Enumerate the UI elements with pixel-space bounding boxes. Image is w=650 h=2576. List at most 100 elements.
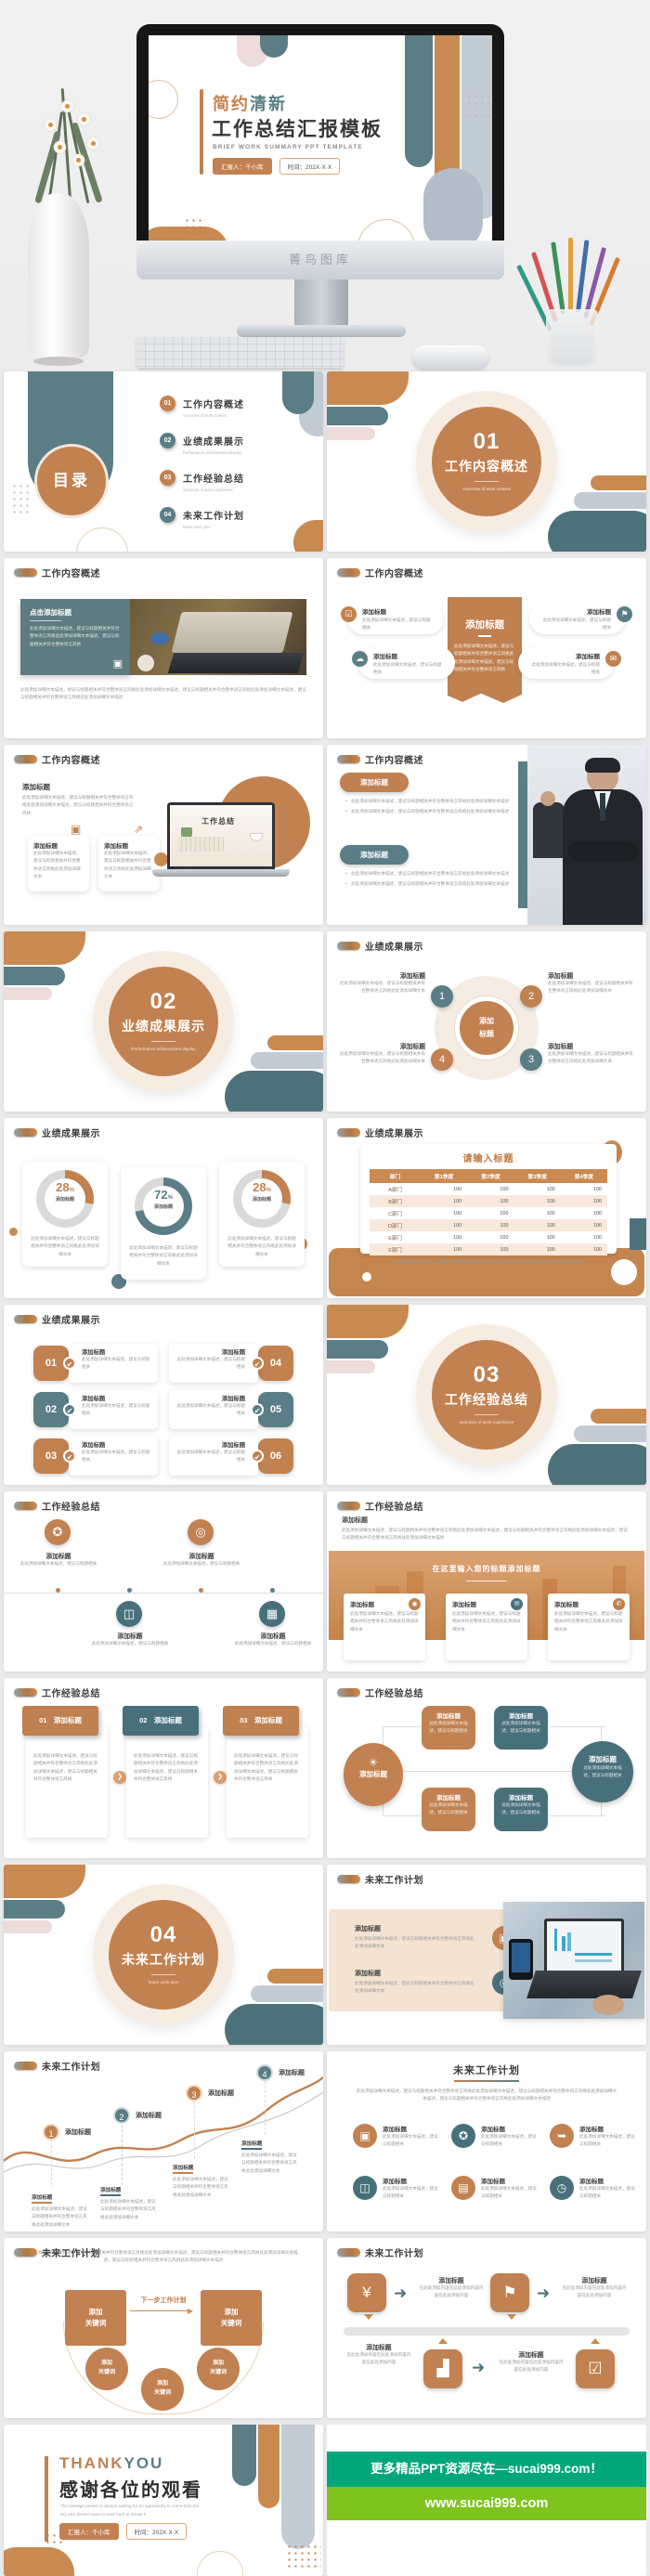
toc-title-circle: 目录 — [34, 444, 109, 518]
monitor-base — [237, 325, 406, 337]
card-title: 添加标题 — [104, 843, 128, 850]
num-05: 05 — [258, 1392, 293, 1427]
toc-label: 业绩成果展示 — [183, 437, 244, 448]
pill-text: 此处添加详细文本描述，建议与标题相关 — [373, 662, 442, 675]
hub-num-2: 2 — [520, 985, 542, 1008]
pill-title: 添加标题 — [587, 609, 611, 616]
step-text-2: 添加标题 在此处添加内容在此处添加内容内容在此处添加内容 — [562, 2278, 627, 2298]
bullet-line: • 此处添加详细文本描述，建议与标题相关并符合整体语言风格此处添加详细文本描述 — [345, 809, 510, 814]
slide-skyline: 工作经验总结 添加标题 此处添加详细文本描述，建议与标题相关并符合整体语言风格此… — [327, 1491, 646, 1672]
pill-card-4: ✉ 添加标题 此处添加详细文本描述，建议与标题相关 — [518, 647, 621, 679]
tl-node-3: 添加标题 此处添加详细文本描述，建议与标题相关 — [162, 1554, 240, 1566]
sky-card-2: ✉ 添加标题 此处添加详细文本描述，建议与标题相关并符合整体语言风格此处添加详细… — [446, 1594, 527, 1660]
monitor-bezel: 简约清新 工作总结汇报模板 BRIEF WORK SUMMARY PPT TEM… — [136, 24, 504, 241]
card-title: 添加标题 — [33, 843, 58, 850]
table-card: 请输入标题 部门 第1季度 第2季度 第3季度 第4季度 A部门 100 100 100 100… — [360, 1144, 617, 1264]
check-icon: ✔ — [251, 1450, 264, 1463]
thankyou-sub: The average person is always waiting for… — [60, 2504, 200, 2517]
cover-circle: 01 工作内容概述 Overview of work content — [432, 407, 541, 516]
slide-keywords: 未来工作计划 此处添加详细文本描述，建议与标题相关并符合整体语言风格此处添加详细… — [4, 2238, 323, 2418]
slide-cover-03: 03 工作经验总结 summary of work experience — [327, 1305, 646, 1485]
title-accent-line — [200, 89, 203, 175]
slide-plan-photo: 未来工作计划 添加标题 此处添加详细文本描述，建议与标题相关并符合整体语言风格此… — [327, 1865, 646, 2045]
toc-sub: Performance achievement display — [183, 450, 242, 455]
keyword-box-2: 添加 关键词 — [201, 2290, 262, 2346]
promo-link[interactable]: www.sucai999.com — [327, 2487, 646, 2520]
header-pill-icon — [14, 1688, 37, 1697]
slide-header: 未来工作计划 — [365, 1876, 423, 1886]
deco-teal-strip — [630, 1218, 646, 1250]
chart-icon: ⇗ — [134, 823, 144, 836]
donut-text: 此处添加详细文本描述，建议与标题相关并符合整体语言风格此处添加详细文本 — [228, 1236, 296, 1256]
banner-title: 在这里输入您的标题添加标题 — [432, 1565, 541, 1573]
deco-orange-capsule — [435, 35, 460, 186]
donut-72: 72% 添加标题 — [135, 1177, 192, 1235]
photo-accent-bar — [518, 761, 529, 908]
header-pill-icon — [337, 1875, 360, 1883]
step-head-1: 01 添加标题 — [22, 1706, 98, 1736]
intro-block: 添加标题 此处添加详细文本描述，建议与标题相关并符合整体语言风格此处添加详细文本… — [342, 1517, 628, 1541]
watermark: 菁鸟图库 — [288, 253, 352, 267]
num-01: 01 — [33, 1346, 69, 1381]
table-row: D部门 100 100 100 100 — [370, 1219, 607, 1231]
slide-donuts: 业绩成果展示 28% 添加标题 此处添加详细文本描述，建议与标题相关并符合整体语言… — [4, 1118, 323, 1298]
wave-block-1: 添加标题 此处添加详细文本描述，建议与标题相关并符合整体语言风格此处添加详细文本 — [32, 2195, 87, 2227]
hero-mockup: 简约清新 工作总结汇报模板 BRIEF WORK SUMMARY PPT TEM… — [0, 0, 650, 371]
intro-paragraph: 此处添加详细文本描述，建议与标题相关并符合整体语言风格此处添加详细文本描述，建议… — [356, 2088, 618, 2101]
group-pill: 添加标题 — [340, 773, 409, 792]
donut-card-1: 28% 添加标题 此处添加详细文本描述，建议与标题相关并符合整体语言风格此处添加详… — [22, 1161, 108, 1267]
arrow-circle: ❯ — [113, 1771, 126, 1784]
step-text-1: 添加标题 在此处添加内容在此处添加内容内容在此处添加内容 — [419, 2278, 484, 2298]
deco-teal-halfcircle — [260, 35, 288, 58]
pill-card-2: ⚑ 添加标题 此处添加详细文本描述，建议与标题相关 — [529, 603, 632, 634]
pill-title: 添加标题 — [373, 654, 397, 660]
hub-text-br: 添加标题 此处添加详细文本描述，建议与标题相关并符合整体语言风格此处添加详细文本 — [548, 1044, 633, 1064]
pill-card-3: ☁ 添加标题 此处添加详细文本描述，建议与标题相关 — [352, 647, 455, 679]
pill-title: 添加标题 — [362, 609, 386, 616]
deco-circle-outline — [149, 80, 178, 119]
sky-card-1: ◉ 添加标题 此处添加详细文本描述，建议与标题相关并符合整体语言风格此处添加详细… — [344, 1594, 425, 1660]
step-text-4: 添加标题 在此处添加内容在此处添加内容内容在此处添加内容 — [499, 2352, 564, 2373]
teal-panel: 点击添加标题 此处添加详细文本描述，建议与标题相关并符合整体语言风格此处添加详细… — [20, 599, 130, 675]
slide-header: 工作内容概述 — [365, 756, 423, 766]
header-pill-icon — [337, 1502, 360, 1510]
slide-header: 工作经验总结 — [365, 1503, 423, 1513]
toc-sub: future work plan — [183, 525, 211, 529]
intro-text: 此处添加详细文本描述，建议与标题相关并符合整体语言风格此处添加详细文本描述，建议… — [22, 795, 134, 815]
deco-dot — [154, 852, 168, 866]
reporter-badge: 汇报人：千小库 — [213, 158, 272, 175]
cover-number: 03 — [473, 1362, 500, 1387]
promo-banner-cell: 更多精品PPT资源尽在—sucai999.com！ www.sucai999.c… — [327, 2425, 646, 2576]
clipboard-icon: ▣ — [71, 823, 82, 836]
keyword-box-1: 添加 关键词 — [65, 2290, 126, 2346]
body-paragraph: 此处添加详细文本描述，建议与标题相关并符合整体语言风格此处添加详细文本描述，建议… — [20, 687, 306, 700]
center-ribbon: 添加标题 此处添加详细文本描述，建议与标题相关并符合整体语言风格此处添加详细文本… — [448, 597, 522, 703]
slide-header: 业绩成果展示 — [365, 943, 423, 953]
keyword-circle-3: 添加 关键词 — [197, 2348, 240, 2390]
header-pill-icon — [14, 2062, 37, 2070]
cover-number: 04 — [150, 1922, 177, 1947]
check-icon: ✔ — [251, 1403, 264, 1416]
card-text: 此处添加详细文本描述，建议与标题相关并符合整体语言风格此处添加详细文本 — [104, 851, 151, 878]
bullet-line: • 此处添加详细文本描述，建议与标题相关并符合整体语言风格此处添加详细文本描述 — [345, 881, 510, 887]
slide-header: 业绩成果展示 — [42, 1316, 100, 1326]
deco — [282, 371, 314, 414]
laptop-screen-text: 工作总结 — [202, 817, 235, 826]
step-arrow: ➜ — [472, 2359, 486, 2376]
deco-grayblue-capsule — [423, 168, 483, 241]
pill-text: 此处添加详细文本描述，建议与标题相关 — [531, 662, 600, 675]
keyword-circle-1: 添加 关键词 — [85, 2348, 128, 2390]
deco — [293, 520, 323, 552]
panel-title: 点击添加标题 — [30, 608, 72, 617]
header-pill-icon — [337, 1688, 360, 1697]
slide-ribbon-four: 工作内容概述 添加标题 此处添加详细文本描述，建议与标题相关并符合整体语言风格此… — [327, 558, 646, 738]
flow-box-2: 添加标题 此处添加详细文本描述，建议与标题相关 — [494, 1706, 548, 1750]
slide-three-cards: 工作经验总结 此处添加详细文本描述，建议与标题相关并符合整体语言风格此处添加详细… — [4, 1678, 323, 1858]
slide-cover-04: 04 未来工作计划 future work plan — [4, 1865, 323, 2045]
deco-dot-grid-gray — [466, 93, 492, 117]
target-icon: ◎ — [188, 1519, 214, 1545]
promo-line: 更多精品PPT资源尽在—sucai999.com！ — [327, 2452, 646, 2487]
pin-icon: ⚑ — [490, 2273, 529, 2312]
badge-icon: ◉ — [409, 1598, 421, 1610]
